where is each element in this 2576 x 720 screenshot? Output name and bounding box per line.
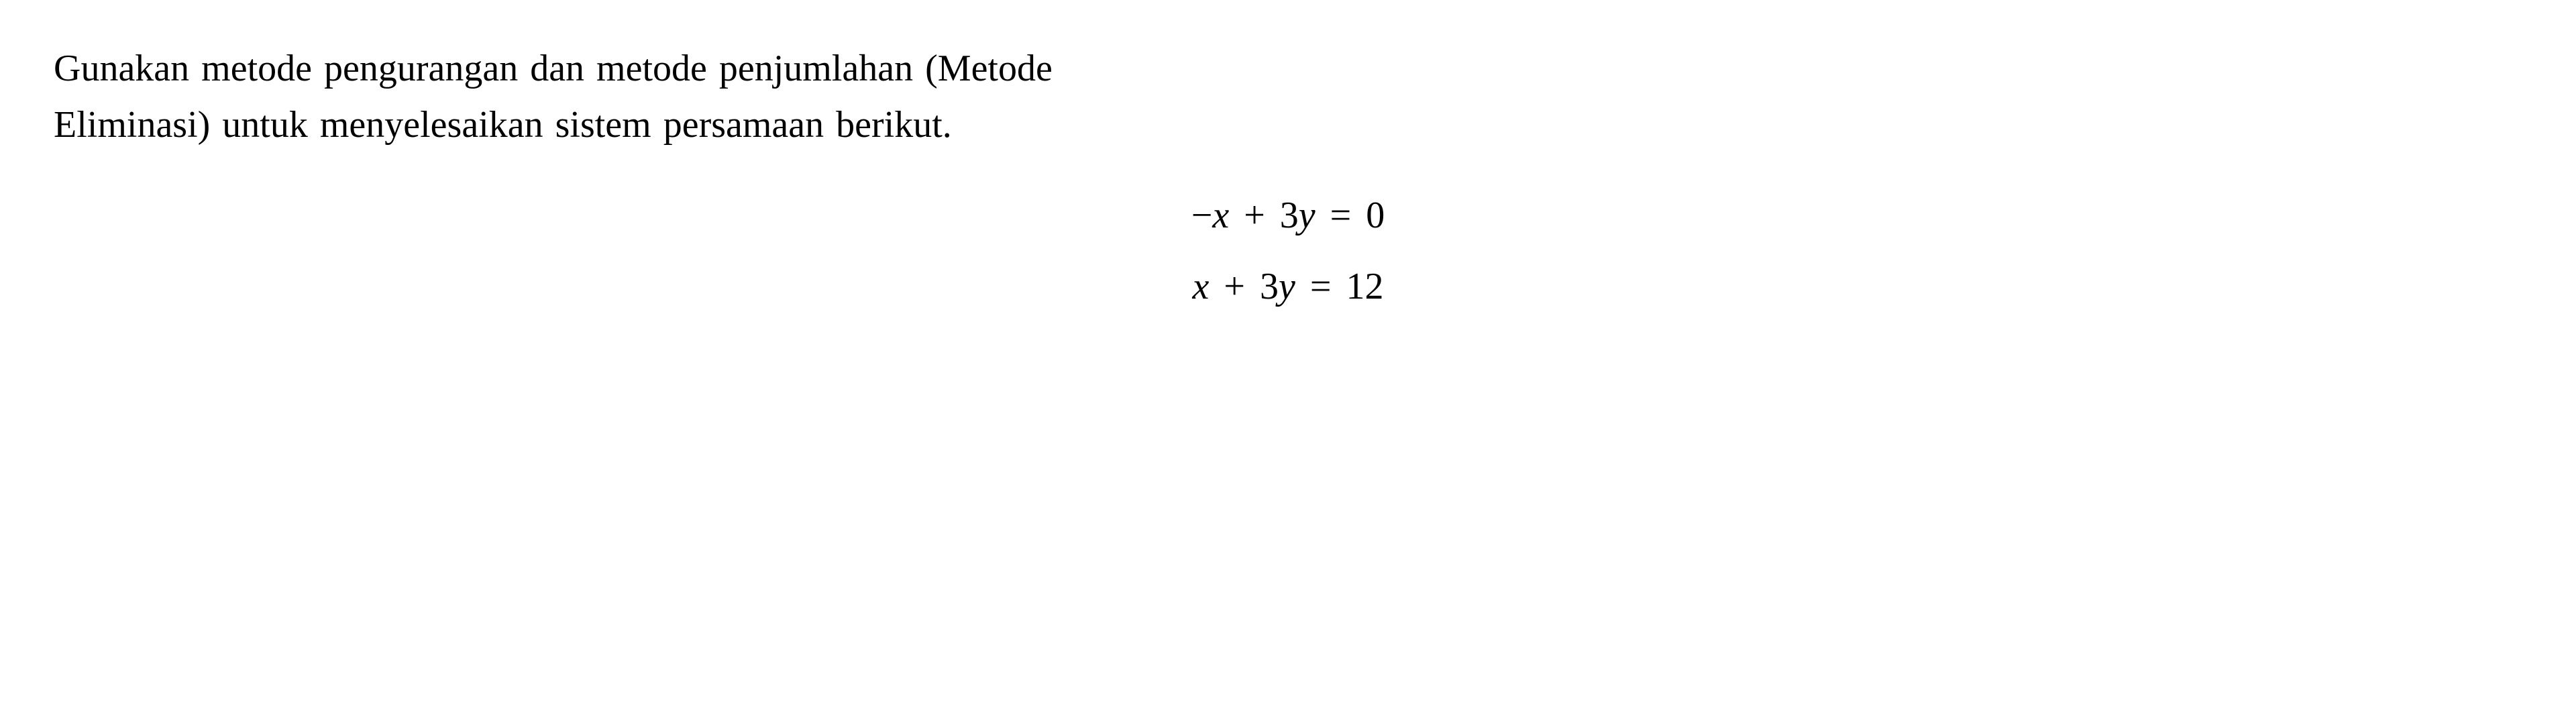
eq1-rhs: 0 (1366, 195, 1385, 236)
equation-block: −x + 3y = 0 x + 3y = 12 (54, 180, 2522, 323)
equation-1: −x + 3y = 0 (54, 180, 2522, 251)
eq2-term1-var: x (1193, 266, 1210, 307)
instruction-text: Gunakan metode pengurangan dan metode pe… (54, 40, 2522, 153)
eq2-rhs: 12 (1346, 266, 1383, 307)
eq1-term2-coef: 3 (1280, 195, 1299, 236)
equation-2: x + 3y = 12 (54, 251, 2522, 322)
eq1-sign: − (1191, 195, 1213, 236)
instruction-line-1: Gunakan metode pengurangan dan metode pe… (54, 48, 1053, 89)
eq1-term1-var: x (1212, 195, 1229, 236)
eq2-equals: = (1310, 266, 1332, 307)
eq1-op: + (1244, 195, 1265, 236)
document-body: Gunakan metode pengurangan dan metode pe… (54, 40, 2522, 323)
eq1-equals: = (1330, 195, 1352, 236)
instruction-line-2: Eliminasi) untuk menyelesaikan sistem pe… (54, 104, 952, 146)
eq2-op: + (1224, 266, 1245, 307)
eq2-term2-coef: 3 (1260, 266, 1279, 307)
eq1-term2-var: y (1299, 195, 1316, 236)
eq2-term2-var: y (1279, 266, 1295, 307)
